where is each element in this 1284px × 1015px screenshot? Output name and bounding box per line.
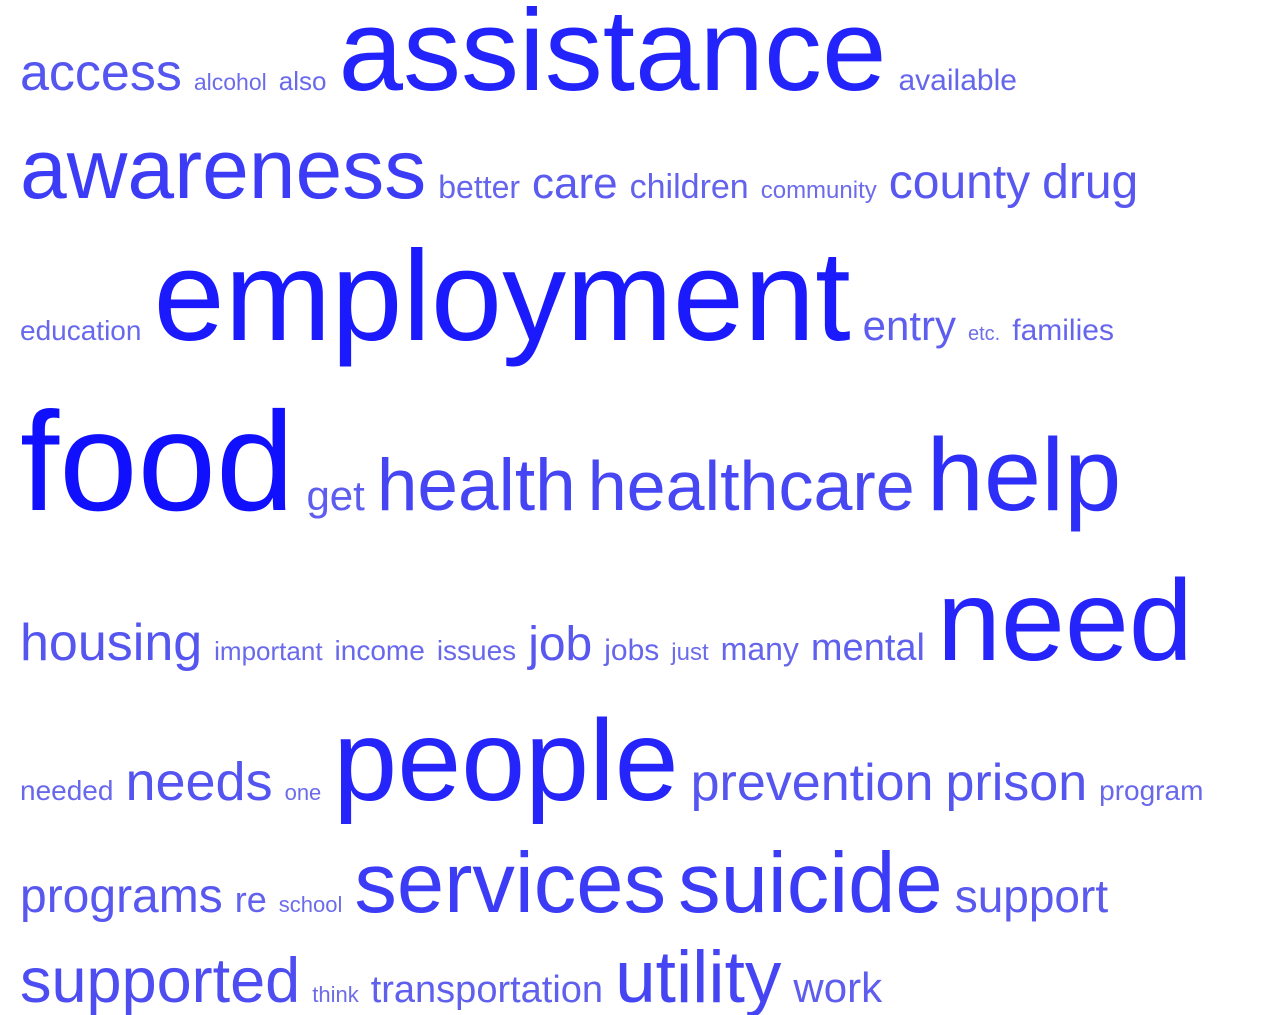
word: available [899, 64, 1017, 97]
word: program [1099, 775, 1203, 806]
word: children [630, 168, 749, 206]
word: healthcare [588, 447, 915, 525]
word: services [354, 836, 666, 931]
word: issues [437, 635, 516, 666]
word: community [761, 177, 877, 204]
word: prison [945, 754, 1087, 812]
word: just [670, 639, 709, 666]
word: care [532, 159, 618, 208]
word: help [927, 417, 1122, 532]
word: supported [20, 946, 300, 1015]
word: many [721, 631, 799, 667]
word: one [285, 780, 322, 805]
word: entry [863, 302, 956, 349]
word: suicide [678, 836, 943, 931]
word: housing [20, 614, 202, 672]
word: school [279, 892, 343, 917]
word: needed [20, 775, 113, 806]
word: work [792, 964, 883, 1011]
word: etc. [968, 323, 1000, 345]
word: prevention [691, 754, 934, 812]
word: job [526, 618, 592, 671]
word: also [279, 66, 327, 96]
word: awareness [20, 122, 426, 216]
word: need [937, 557, 1193, 685]
word: education [20, 315, 141, 346]
word: county [889, 156, 1030, 209]
word: transportation [371, 969, 603, 1011]
word: mental [811, 627, 925, 669]
word: get [306, 472, 365, 519]
word: income [335, 635, 425, 666]
word: people [333, 697, 678, 825]
word: programs [20, 870, 223, 923]
word: access [20, 44, 182, 102]
word: jobs [603, 634, 659, 667]
word: think [312, 982, 359, 1007]
word: utility [615, 937, 782, 1015]
word: better [438, 169, 520, 205]
word: assistance [338, 0, 886, 115]
word: families [1012, 314, 1114, 347]
word: employment [153, 225, 850, 368]
word: support [955, 870, 1109, 922]
word: important [214, 636, 323, 666]
word: alcohol [194, 69, 267, 95]
word: re [235, 879, 267, 920]
word: needs [125, 752, 272, 812]
word: drug [1042, 156, 1138, 209]
word: health [377, 445, 576, 526]
word: food [20, 382, 294, 540]
